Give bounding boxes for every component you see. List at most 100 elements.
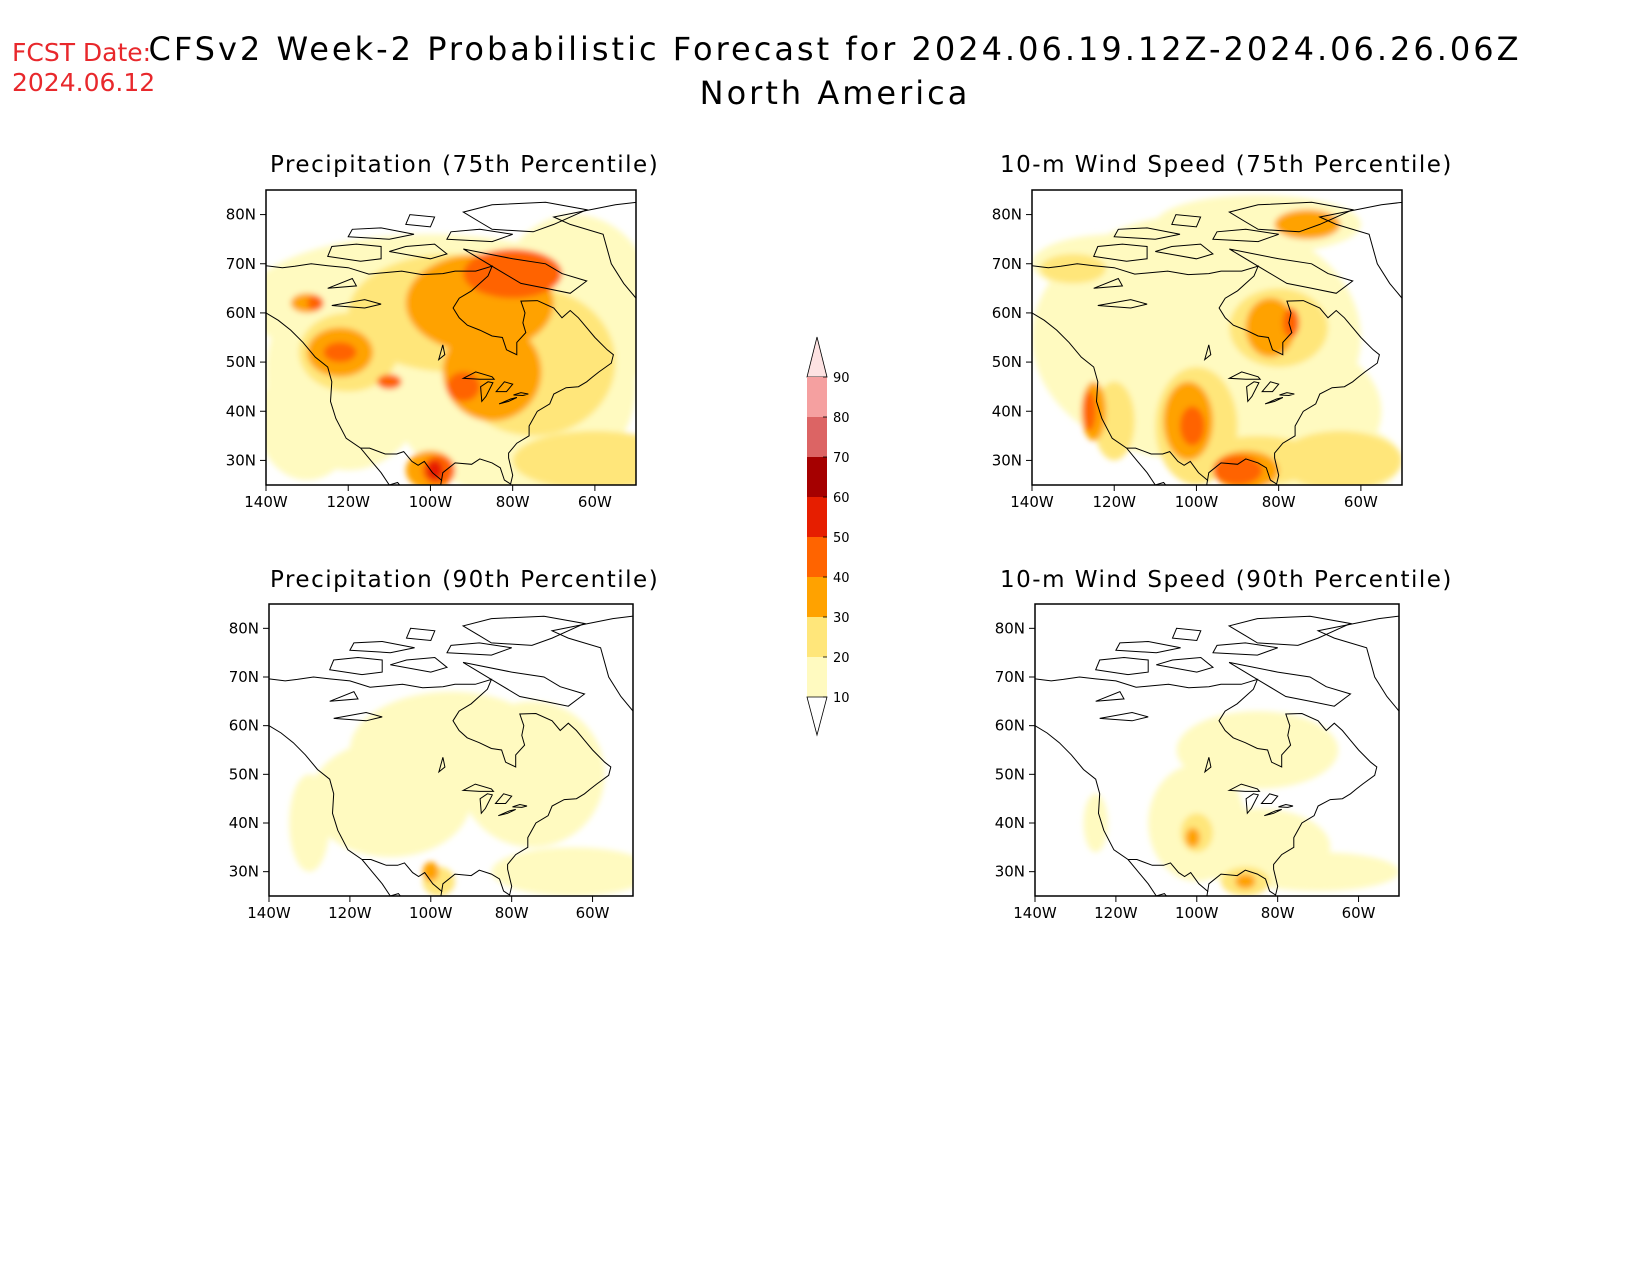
lake-outline [1099,711,1149,722]
probability-region [1282,308,1300,338]
border-line [362,859,443,892]
arctic-island [1155,243,1214,260]
probability-region [1180,406,1205,446]
lat-tick-label: 70N [229,668,259,686]
map-wind-75: 80N 70N 60N 50N 40N 30N 140W 120W 100W 80W 60W [992,189,1403,511]
probability-region [1185,827,1201,848]
probability-colorbar: 90 80 70 60 50 40 30 20 10 [806,336,850,737]
lake-outline [1245,793,1260,815]
arctic-island [1092,243,1148,262]
coastlines [269,615,633,896]
lat-tick-label: 70N [226,255,256,273]
probability-region [442,322,542,422]
lake-outline [1246,381,1260,403]
map-precip-90: 80N 70N 60N 50N 40N 30N 140W 120W 100W 80W 60W [229,603,634,922]
probability-region [309,740,472,858]
arctic-island [328,656,383,676]
forecast-date-label: FCST Date: [12,38,152,67]
colorbar-label: 80 [833,411,850,426]
lake-outline [327,277,358,289]
probability-shading [1032,194,1402,485]
probability-region [491,847,633,896]
colorbar-bottom-cap [806,696,828,737]
lat-tick-label: 30N [995,863,1025,881]
page-title: CFSv2 Week-2 Probabilistic Forecast for … [0,30,1650,112]
lat-tick-label: 80N [992,206,1022,224]
coastlines [1032,201,1402,485]
lake-outline [1227,371,1262,380]
lake-outline [1279,392,1295,397]
arctic-island [347,227,415,240]
arctic-island [1316,615,1399,712]
probability-region [307,295,324,311]
lat-tick-label: 40N [992,402,1022,420]
lake-outline [1093,277,1124,289]
probability-region [1176,711,1339,789]
lake-outline [1203,344,1212,361]
map-frame [1034,603,1400,897]
arctic-island [1228,201,1355,233]
lon-tick-label: 140W [1010,493,1054,511]
lat-tick-label: 60N [992,304,1022,322]
lake-outline [512,803,528,808]
lake-outline [1095,690,1125,702]
map-frame [265,189,637,486]
arctic-island [349,640,415,654]
lat-tick-label: 40N [229,814,259,832]
colorbar-label: 60 [833,491,850,506]
probability-region [1237,852,1399,892]
border-line [1126,447,1209,481]
lon-tick-label: 80W [1261,904,1295,922]
arctic-island [1171,214,1202,228]
title-line-1: CFSv2 Week-2 Probabilistic Forecast for … [148,30,1522,68]
arctic-island [1227,615,1353,646]
colorbar-segment [807,457,827,497]
colorbar-label: 20 [833,651,850,666]
arctic-island [461,615,587,646]
lon-tick-label: 80W [495,904,529,922]
colorbar-segment [807,497,827,537]
continent-coastline [266,263,614,485]
lon-tick-label: 80W [496,493,530,511]
lon-tick-label: 60W [578,493,612,511]
probability-region [446,371,480,402]
lake-outline [461,783,495,792]
lon-tick-label: 60W [1344,493,1378,511]
arctic-island [1212,228,1279,243]
arctic-island [1171,627,1202,642]
forecast-date-block: FCST Date: 2024.06.12 [12,38,155,98]
lat-tick-label: 40N [226,402,256,420]
probability-region [1083,793,1108,853]
lat-tick-label: 70N [995,668,1025,686]
lon-tick-label: 120W [1094,904,1138,922]
colorbar-label: 10 [833,691,850,706]
arctic-island [390,656,449,673]
lon-tick-label: 80W [1262,493,1296,511]
lon-tick-label: 120W [1092,493,1136,511]
probability-region [1274,209,1341,240]
map-precip-75: 80N 70N 60N 50N 40N 30N 140W 120W 100W 80W 60W [226,189,637,511]
arctic-island [1113,227,1181,240]
border-line [1128,859,1209,892]
lake-outline [1204,757,1212,774]
arctic-island [1228,661,1352,707]
probability-region [1212,455,1263,485]
colorbar-top-cap [806,336,828,378]
probability-region [463,249,562,299]
lon-tick-label: 60W [576,904,610,922]
lat-tick-label: 50N [995,765,1025,783]
lat-tick-label: 30N [992,451,1022,469]
arctic-island [1115,640,1181,654]
panel-title-precip-90: Precipitation (90th Percentile) [270,567,660,593]
colorbar-label: 70 [833,451,850,466]
lat-tick-label: 50N [226,353,256,371]
lon-tick-label: 100W [1175,904,1219,922]
arctic-island [462,661,586,707]
lat-tick-label: 30N [226,451,256,469]
lat-tick-label: 80N [229,619,259,637]
colorbar-segment [807,537,827,577]
lat-tick-label: 40N [995,814,1025,832]
lake-outline [1097,299,1148,309]
lake-outline [495,381,514,393]
lake-outline [1264,808,1282,817]
